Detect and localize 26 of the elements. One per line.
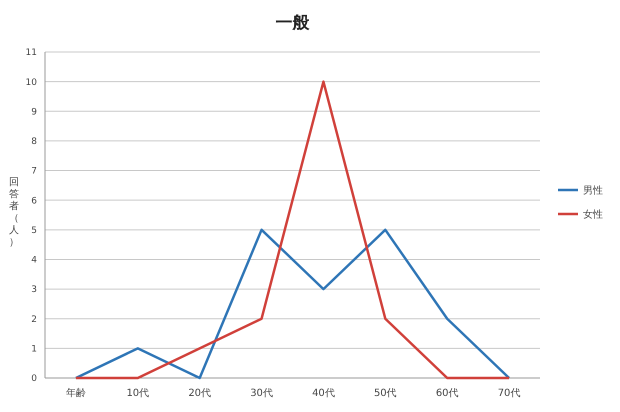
- line-series: [74, 228, 510, 380]
- legend-label: 女性: [583, 208, 603, 220]
- y-tick-label: 1: [31, 344, 37, 355]
- x-tick-label: 60代: [436, 388, 459, 399]
- y-tick-label: 11: [26, 48, 37, 58]
- y-tick-label: 3: [31, 285, 37, 296]
- y-tick-label: 4: [31, 256, 38, 266]
- y-tick-label: 7: [31, 166, 37, 177]
- x-tick-label: 40代: [312, 388, 335, 399]
- x-tick-label: 30代: [250, 388, 273, 399]
- x-tick-label: 20代: [188, 388, 212, 399]
- y-tick-label: 9: [31, 107, 38, 118]
- y-tick-label: 8: [31, 137, 38, 148]
- y-tick-label: 6: [31, 196, 38, 206]
- x-tick-label: 10代: [126, 388, 150, 399]
- y-tick-label: 2: [31, 314, 37, 325]
- y-tick-label: 10: [26, 78, 38, 88]
- x-tick-label: 70代: [498, 388, 520, 399]
- legend-label: 男性: [583, 184, 603, 196]
- y-axis-title: 回答者（人）: [9, 177, 19, 248]
- chart-title: 一般: [276, 13, 310, 33]
- x-tick-label: 50代: [374, 388, 397, 399]
- y-tick-label: 5: [31, 226, 37, 236]
- y-tick-label: 0: [31, 374, 38, 384]
- line-series: [74, 80, 510, 380]
- x-tick-label: 年齢: [66, 387, 86, 399]
